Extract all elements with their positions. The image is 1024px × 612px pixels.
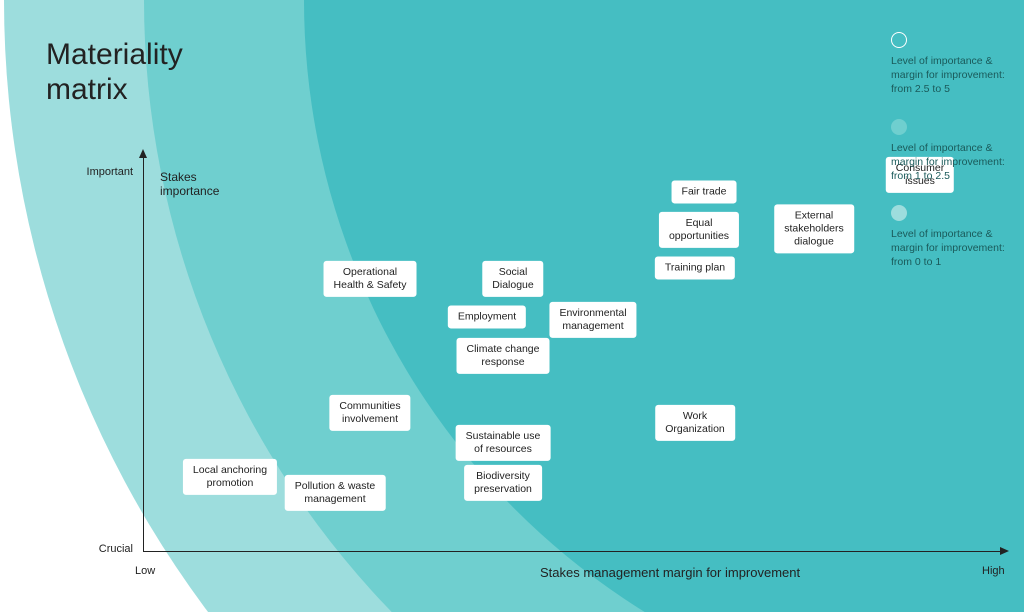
node-biodiversity: Biodiversitypreservation (464, 465, 542, 501)
node-climate: Climate changeresponse (457, 338, 550, 374)
materiality-matrix-canvas: Materialitymatrix Stakesimportance Impor… (0, 0, 1024, 612)
node-social-dialogue: SocialDialogue (482, 261, 543, 297)
node-ext-stakeholders: Externalstakeholdersdialogue (774, 204, 854, 253)
legend-dot-2 (891, 205, 907, 221)
legend-text-1: Level of importance & margin for improve… (891, 141, 1006, 184)
legend-text-0: Level of importance & margin for improve… (891, 54, 1006, 97)
x-axis-title: Stakes management margin for improvement (540, 565, 800, 580)
legend-dot-0 (891, 32, 907, 48)
node-employment: Employment (448, 305, 526, 328)
legend: Level of importance & margin for improve… (891, 32, 1006, 292)
y-axis-arrow (139, 149, 147, 158)
node-training: Training plan (655, 256, 735, 279)
y-axis-title: Stakesimportance (160, 170, 219, 198)
node-work-org: WorkOrganization (655, 405, 735, 441)
legend-item-0: Level of importance & margin for improve… (891, 32, 1006, 97)
x-axis-low-label: Low (135, 565, 155, 577)
node-environmental-mgmt: Environmentalmanagement (549, 302, 636, 338)
y-axis-low-label: Crucial (99, 543, 133, 555)
legend-item-1: Level of importance & margin for improve… (891, 119, 1006, 184)
y-axis-line (143, 158, 144, 551)
node-operational-hs: OperationalHealth & Safety (324, 261, 417, 297)
y-axis-high-label: Important (87, 166, 133, 178)
legend-text-2: Level of importance & margin for improve… (891, 227, 1006, 270)
node-equal-opps: Equalopportunities (659, 212, 739, 248)
node-communities: Communitiesinvolvement (329, 395, 410, 431)
node-sustainable-resources: Sustainable useof resources (456, 425, 551, 461)
node-pollution-waste: Pollution & wastemanagement (285, 475, 386, 511)
x-axis-arrow (1000, 547, 1009, 555)
legend-dot-1 (891, 119, 907, 135)
page-title: Materialitymatrix (46, 38, 183, 107)
x-axis-line (143, 551, 1000, 552)
x-axis-high-label: High (982, 565, 1005, 577)
node-local-anchoring: Local anchoringpromotion (183, 459, 277, 495)
node-fair-trade: Fair trade (672, 180, 737, 203)
legend-item-2: Level of importance & margin for improve… (891, 205, 1006, 270)
